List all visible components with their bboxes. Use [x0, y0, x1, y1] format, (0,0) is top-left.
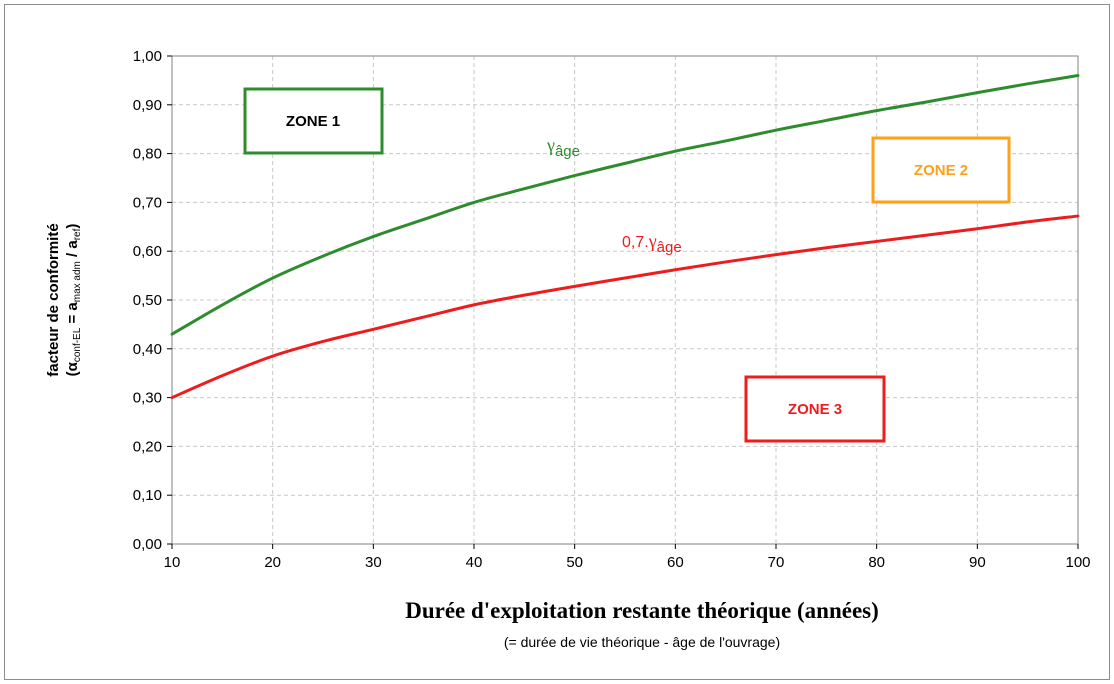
y-tick-label: 0,30 — [133, 390, 162, 407]
zone-1-box: ZONE 1 — [243, 87, 384, 155]
y-tick-label: 0,50 — [133, 292, 162, 309]
gamma-age-curve — [170, 74, 1080, 336]
y-axis-title-line1: facteur de conformité — [45, 223, 62, 376]
y-axis-title: facteur de conformité (αconf-EL = amax a… — [45, 223, 83, 376]
zone-1-label: ZONE 1 — [286, 113, 340, 130]
x-axis-title: Durée d'exploitation restante théorique … — [405, 598, 879, 623]
y-tick-label: 0,40 — [133, 341, 162, 358]
y-tick-label: 0,60 — [133, 243, 162, 260]
y-tick-label: 0,00 — [133, 536, 162, 553]
gamma-age-annotation: γâge — [546, 135, 580, 160]
x-tick-label: 40 — [466, 554, 483, 571]
y-tick-label: 0,10 — [133, 487, 162, 504]
y-tick-label: 1,00 — [133, 48, 162, 65]
y-tick-label: 0,80 — [133, 146, 162, 163]
x-tick-label: 10 — [164, 554, 181, 571]
zone-3-label: ZONE 3 — [788, 401, 842, 418]
y-axis-title-line2: (αconf-EL = amax adm / aref) — [64, 224, 83, 377]
x-tick-label: 30 — [365, 554, 382, 571]
y-tick-label: 0,90 — [133, 97, 162, 114]
scaled-gamma-age-curve — [170, 214, 1080, 400]
chart-frame — [4, 4, 1110, 680]
y-tick-label: 0,70 — [133, 194, 162, 211]
x-tick-label: 70 — [768, 554, 785, 571]
scaled-gamma-age-annotation: 0,7.γâge — [622, 231, 682, 256]
x-axis-subtitle: (= durée de vie théorique - âge de l'ouv… — [504, 634, 780, 650]
x-tick-label: 100 — [1065, 554, 1090, 571]
x-tick-label: 50 — [566, 554, 583, 571]
x-tick-label: 60 — [667, 554, 684, 571]
x-tick-label: 90 — [969, 554, 986, 571]
y-tick-label: 0,20 — [133, 438, 162, 455]
series-layer — [170, 74, 1080, 400]
x-tick-label: 80 — [868, 554, 885, 571]
zone-3-box: ZONE 3 — [744, 375, 886, 443]
zone-2-box: ZONE 2 — [871, 136, 1011, 204]
axes: 10 20 30 40 50 60 70 80 90 100 0,00 0,10 0,20 0,30 0,4… — [133, 48, 1091, 571]
zone-2-label: ZONE 2 — [914, 162, 968, 179]
x-tick-label: 20 — [264, 554, 281, 571]
